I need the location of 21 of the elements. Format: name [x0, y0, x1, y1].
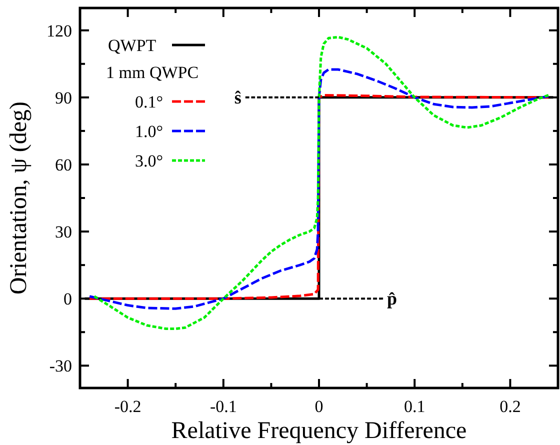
y-tick-label: 60	[55, 155, 72, 174]
x-tick-label: 0	[314, 397, 324, 416]
legend-label: QWPT	[108, 36, 157, 55]
y-tick-label: 30	[55, 222, 72, 242]
annotation: p̂	[387, 288, 398, 309]
annotation: ŝ	[234, 87, 242, 108]
y-tick-label: 0	[64, 290, 72, 309]
x-tick-label: 0.2	[500, 397, 521, 416]
y-tick-label: 120	[46, 21, 72, 40]
y-tick-label: -30	[49, 356, 72, 376]
y-tick-label: 90	[55, 88, 72, 108]
legend-title: 1 mm QWPC	[106, 63, 199, 82]
x-tick-label: 0.1	[404, 397, 426, 416]
x-axis-title: Relative Frequency Difference	[171, 418, 467, 444]
legend-label: 0.1°	[135, 92, 164, 112]
x-tick-label: -0.2	[114, 397, 142, 416]
y-axis-title: Orientation, ψ (deg)	[6, 102, 32, 294]
x-tick-label: -0.1	[210, 397, 237, 416]
legend-label: 1.0°	[135, 122, 164, 141]
line-series	[93, 36, 550, 330]
legend-label: 3.0°	[135, 152, 164, 170]
